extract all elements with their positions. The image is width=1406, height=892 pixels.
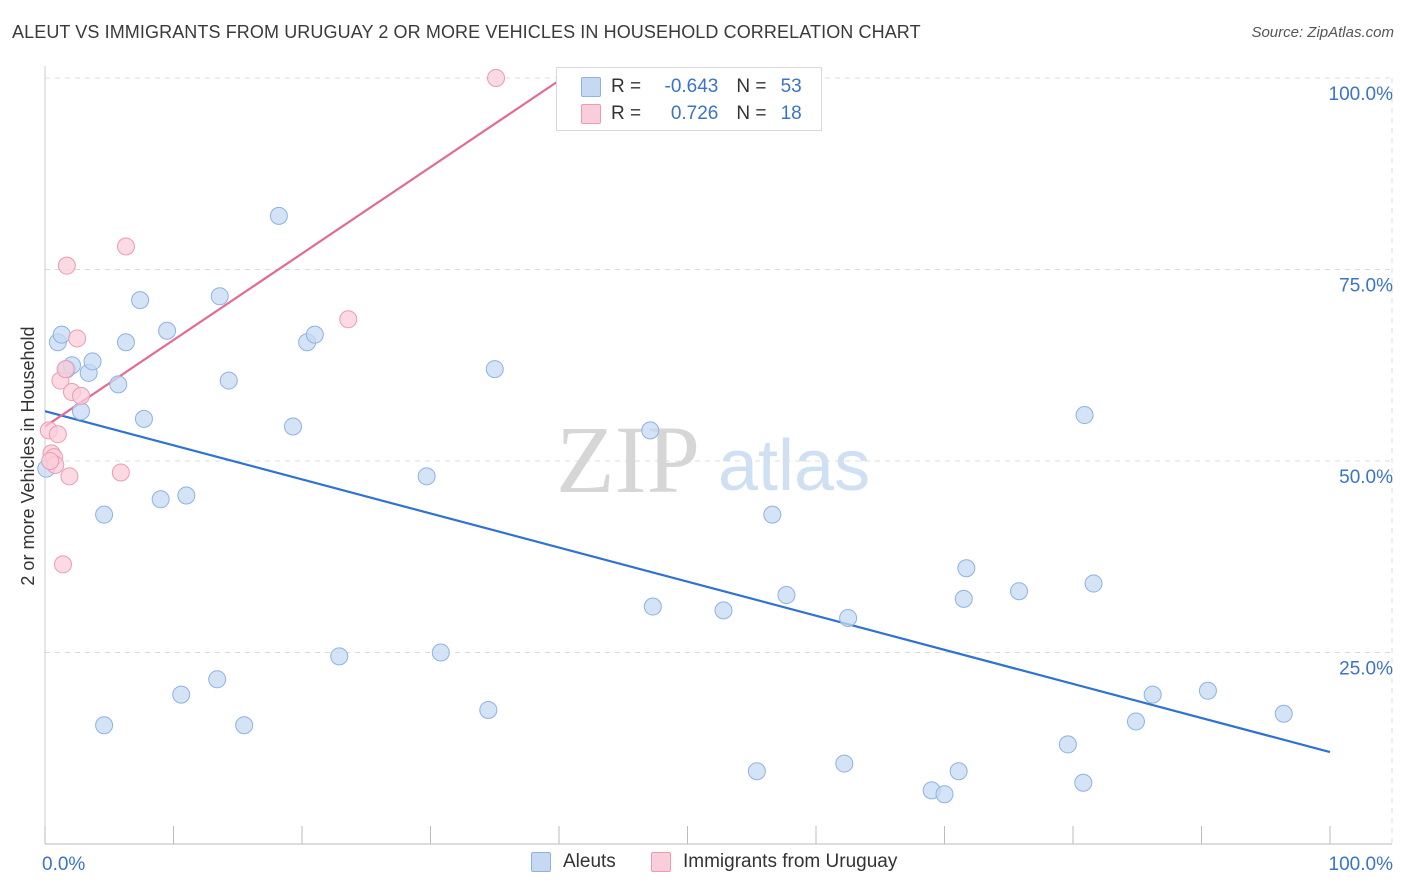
point-aleuts — [71, 402, 90, 421]
point-aleuts — [1084, 574, 1103, 593]
point-aleuts — [954, 589, 973, 608]
point-uruguay — [57, 256, 76, 275]
point-aleuts — [643, 597, 662, 616]
y-tick-label: 50.0% — [1339, 467, 1393, 488]
point-aleuts — [641, 421, 660, 440]
point-uruguay — [116, 237, 135, 256]
point-aleuts — [949, 762, 968, 781]
point-aleuts — [172, 685, 191, 704]
point-aleuts — [431, 643, 450, 662]
point-uruguay — [60, 467, 79, 486]
bottom-legend-label-uruguay: Immigrants from Uruguay — [683, 851, 898, 872]
trend-line-aleuts — [44, 410, 1331, 754]
point-aleuts — [116, 333, 135, 352]
trend-lines — [44, 77, 1331, 754]
point-aleuts — [177, 486, 196, 505]
legend-r-value: 0.726 — [670, 103, 719, 124]
point-aleuts — [208, 670, 227, 689]
point-uruguay — [41, 452, 60, 470]
point-aleuts — [835, 754, 854, 773]
point-aleuts — [839, 609, 858, 628]
point-uruguay — [53, 555, 72, 574]
point-aleuts — [417, 467, 436, 486]
bottom-legend-swatch-aleuts — [531, 852, 551, 872]
point-aleuts — [131, 291, 150, 310]
bottom-legend-uruguay: Immigrants from Uruguay — [651, 851, 897, 873]
bottom-legend-label-aleuts: Aleuts — [563, 851, 616, 872]
legend-n-value: 18 — [780, 103, 802, 124]
point-uruguay — [68, 329, 87, 348]
point-aleuts — [1126, 712, 1145, 731]
point-aleuts — [479, 700, 498, 719]
legend-swatch-uruguay — [581, 104, 601, 124]
y-tick-label: 25.0% — [1339, 659, 1393, 680]
point-aleuts — [134, 409, 153, 428]
legend-n-label: N = — [736, 76, 772, 97]
point-aleuts — [1075, 406, 1094, 425]
watermark-zip: ZIP — [556, 406, 700, 513]
point-aleuts — [269, 206, 288, 225]
x-tick-label: 100.0% — [1329, 854, 1394, 875]
point-aleuts — [1058, 735, 1077, 754]
point-aleuts — [957, 559, 976, 578]
point-aleuts — [714, 601, 733, 620]
point-aleuts — [1274, 704, 1293, 723]
point-aleuts — [305, 325, 324, 344]
point-aleuts — [95, 716, 114, 735]
chart-title: ALEUT VS IMMIGRANTS FROM URUGUAY 2 OR MO… — [12, 22, 921, 42]
tick-labels: 100.0% 75.0% 50.0% 25.0% 0.0% 100.0% — [42, 84, 1393, 875]
legend-r-label: R = — [611, 76, 647, 97]
point-aleuts — [935, 785, 954, 804]
point-aleuts — [485, 360, 504, 379]
legend-row-uruguay: R = 0.726 N = 18 — [581, 102, 802, 126]
point-aleuts — [763, 505, 782, 524]
watermark-atlas: atlas — [718, 426, 870, 506]
y-tick-label: 100.0% — [1329, 84, 1394, 105]
point-uruguay — [339, 310, 358, 329]
bottom-legend-swatch-uruguay — [651, 852, 671, 872]
point-aleuts — [52, 325, 71, 344]
point-aleuts — [747, 762, 766, 781]
bottom-legend-aleuts: Aleuts — [531, 851, 616, 873]
y-tick-label: 75.0% — [1339, 276, 1393, 297]
point-uruguay — [71, 386, 90, 405]
legend-n-value: 53 — [780, 76, 802, 97]
point-aleuts — [284, 417, 303, 436]
point-uruguay — [487, 69, 506, 87]
trend-line-uruguay — [44, 77, 564, 428]
y-axis-label: 2 or more Vehicles in Household — [18, 326, 38, 585]
data-points — [37, 69, 1293, 804]
point-aleuts — [151, 490, 170, 509]
point-uruguay — [111, 463, 130, 482]
point-aleuts — [235, 716, 254, 735]
legend-row-aleuts: R = -0.643 N = 53 — [581, 75, 802, 99]
point-aleuts — [330, 647, 349, 666]
legend-swatch-aleuts — [581, 77, 601, 97]
point-aleuts — [210, 287, 229, 306]
point-aleuts — [777, 586, 796, 605]
point-aleuts — [158, 321, 177, 340]
point-aleuts — [1074, 773, 1093, 792]
x-tick-label: 0.0% — [42, 854, 85, 875]
point-aleuts — [95, 505, 114, 524]
point-aleuts — [1198, 681, 1217, 700]
point-uruguay — [48, 425, 67, 444]
legend-r-label: R = — [611, 103, 647, 124]
source-label: Source: ZipAtlas.com — [1251, 24, 1394, 41]
legend-r-value: -0.643 — [664, 76, 719, 97]
point-aleuts — [219, 371, 238, 390]
point-aleuts — [1010, 582, 1029, 601]
legend-n-label: N = — [736, 103, 772, 124]
point-uruguay — [56, 360, 75, 379]
point-aleuts — [1143, 685, 1162, 704]
correlation-legend: R = -0.643 N = 53 R = 0.726 N = 18 — [556, 67, 822, 131]
point-aleuts — [109, 375, 128, 394]
point-aleuts — [83, 352, 102, 371]
